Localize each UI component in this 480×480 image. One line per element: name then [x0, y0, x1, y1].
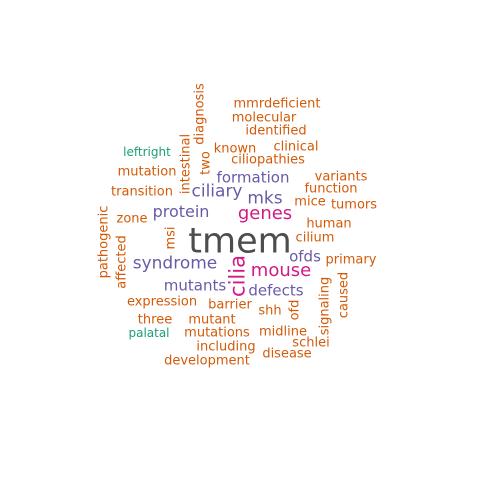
word-palatal: palatal — [128, 326, 170, 340]
word-intestinal: intestinal — [178, 133, 194, 195]
word-human: human — [306, 216, 352, 232]
word-three: three — [137, 312, 173, 328]
word-pathogenic: pathogenic — [96, 205, 112, 279]
word-mutation: mutation — [117, 164, 177, 180]
word-molecular: molecular — [231, 110, 297, 126]
word-primary: primary — [325, 252, 377, 268]
word-formation: formation — [216, 168, 290, 187]
word-ofd: ofd — [287, 299, 303, 321]
word-mmrdeficient: mmrdeficient — [233, 96, 321, 112]
word-shh: shh — [258, 303, 282, 319]
word-tmem: tmem — [188, 221, 292, 262]
word-defects: defects — [248, 281, 304, 300]
word-expression: expression — [126, 294, 198, 310]
word-development: development — [164, 353, 250, 369]
word-genes: genes — [237, 203, 293, 224]
word-zone: zone — [116, 211, 148, 227]
word-protein: protein — [152, 202, 210, 221]
word-ciliary: ciliary — [191, 181, 243, 202]
word-tumors: tumors — [330, 197, 378, 213]
word-signaling: signaling — [317, 276, 333, 336]
word-msi: msi — [163, 226, 179, 250]
word-cilium: cilium — [295, 230, 335, 246]
word-identified: identified — [245, 123, 307, 139]
word-including: including — [196, 339, 256, 355]
word-ofds: ofds — [289, 247, 321, 266]
word-mice: mice — [294, 194, 326, 210]
word-diagnosis: diagnosis — [192, 83, 208, 145]
word-midline: midline — [259, 324, 307, 340]
word-disease: disease — [262, 346, 312, 362]
word-ciliopathies: ciliopathies — [231, 152, 305, 168]
word-mouse: mouse — [250, 260, 312, 281]
word-mutations: mutations — [184, 325, 250, 341]
word-variants: variants — [314, 169, 368, 185]
word-function: function — [304, 181, 358, 197]
word-barrier: barrier — [208, 297, 252, 313]
word-caused: caused — [336, 271, 352, 319]
word-cilia: cilia — [225, 255, 250, 297]
word-affected: affected — [114, 235, 130, 289]
word-mutants: mutants — [163, 276, 227, 295]
word-syndrome: syndrome — [132, 253, 218, 274]
word-leftright: leftright — [123, 145, 171, 159]
word-transition: transition — [111, 184, 173, 200]
word-mutant: mutant — [188, 312, 236, 328]
word-known: known — [213, 141, 257, 157]
word-clinical: clinical — [273, 139, 319, 155]
word-mks: mks — [247, 188, 283, 209]
word-two: two — [198, 151, 214, 175]
word-schlei: schlei — [292, 335, 330, 351]
